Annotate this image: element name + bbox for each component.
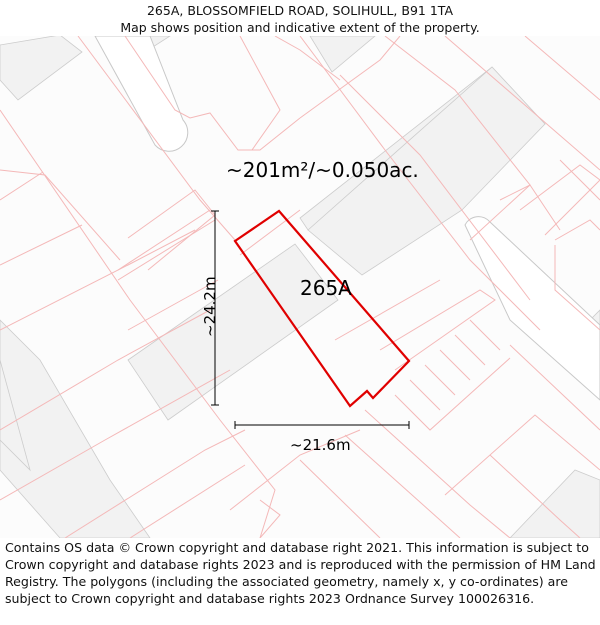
measurement-lines (211, 210, 410, 429)
property-address: 265A, BLOSSOMFIELD ROAD, SOLIHULL, B91 1… (146, 3, 454, 18)
map-canvas[interactable]: ~201m²/~0.050ac. 265A ~21.6m ~24.2m (0, 36, 600, 538)
property-boundary (233, 209, 411, 408)
area-label: ~201m²/~0.050ac. (226, 158, 419, 182)
road-east (464, 216, 600, 401)
map-subtitle: Map shows position and indicative extent… (120, 20, 480, 35)
copyright-notice: Contains OS data © Crown copyright and d… (5, 540, 596, 606)
map-drawing (0, 36, 600, 538)
parcel-lines-layer (0, 36, 600, 538)
height-measurement-label: ~24.2m (201, 276, 219, 337)
plot-label: 265A (300, 276, 352, 300)
buildings-layer (0, 36, 600, 538)
map-header: 265A, BLOSSOMFIELD ROAD, SOLIHULL, B91 1… (0, 0, 600, 38)
road-north (94, 36, 189, 152)
width-measurement-label: ~21.6m (290, 436, 351, 454)
